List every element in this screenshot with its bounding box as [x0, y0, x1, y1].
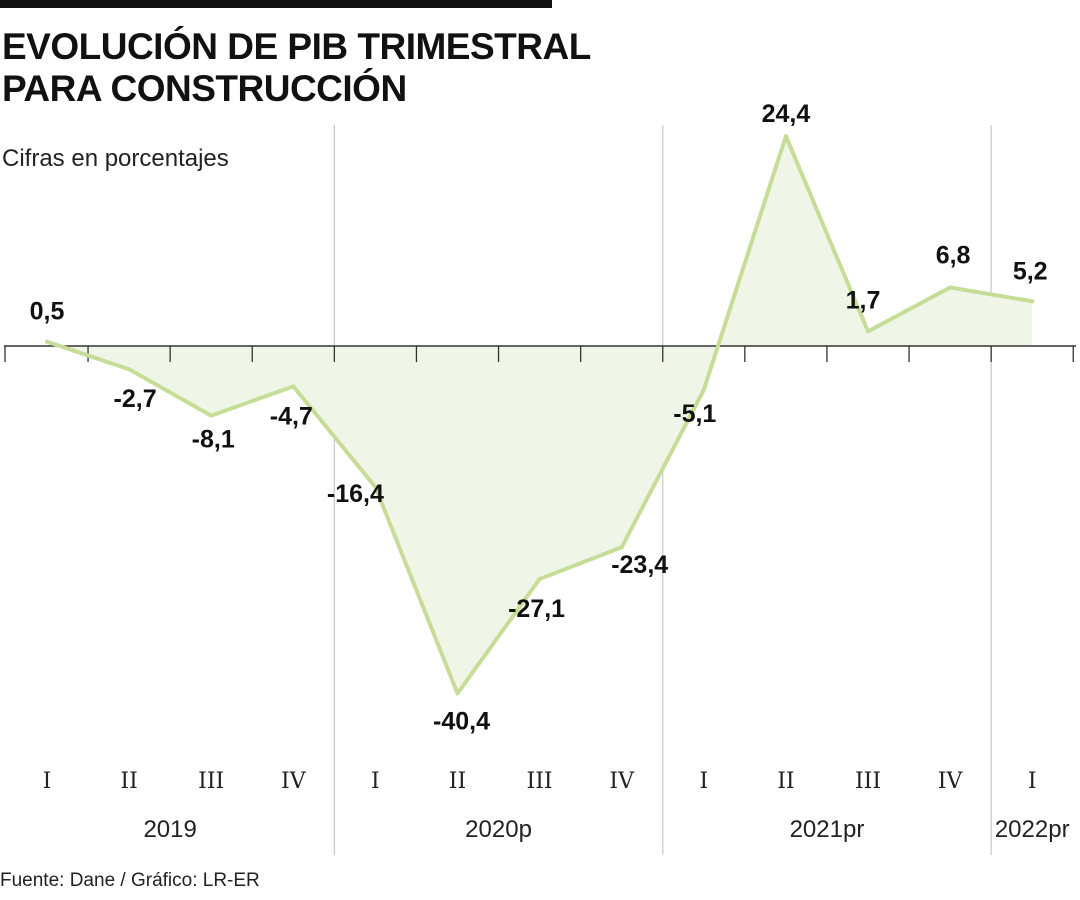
- quarter-label-13: I: [1028, 769, 1037, 794]
- quarter-label-3: III: [198, 769, 224, 794]
- chart-plot-area: 0,5 -2,7 -8,1 -4,7 -16,4 -40,4 -27,1 -23,4 -5,1 2…: [4, 100, 1076, 855]
- data-label-4: -4,7: [270, 402, 313, 430]
- data-label-10: 24,4: [762, 100, 811, 128]
- data-point-7: [537, 577, 542, 582]
- data-label-6: -40,4: [433, 707, 490, 735]
- source-note: Fuente: Dane / Gráfico: LR-ER: [0, 870, 260, 891]
- data-label-12: 6,8: [936, 242, 971, 270]
- quarter-label-10: II: [777, 769, 794, 794]
- year-label-2: 2020p: [465, 816, 532, 843]
- data-point-10: [783, 134, 788, 139]
- data-label-3: -8,1: [192, 426, 235, 454]
- data-label-11: 1,7: [846, 286, 881, 314]
- data-label-9: -5,1: [673, 400, 716, 428]
- year-label-3: 2021pr: [790, 816, 865, 843]
- data-point-8: [619, 545, 624, 550]
- series-area: [47, 136, 1033, 694]
- data-label-5: -16,4: [327, 480, 384, 508]
- data-point-6: [455, 691, 460, 696]
- chart-title: EVOLUCIÓN DE PIB TRIMESTRAL PARA CONSTRU…: [2, 26, 591, 110]
- quarter-label-9: I: [699, 769, 708, 794]
- data-label-13: 5,2: [1013, 257, 1048, 285]
- data-label-1: 0,5: [30, 298, 65, 326]
- quarter-label-5: I: [371, 769, 380, 794]
- quarter-label-8: IV: [609, 769, 635, 794]
- data-point-11: [866, 329, 870, 334]
- quarter-label-1: I: [43, 769, 52, 794]
- quarter-label-11: III: [855, 769, 881, 794]
- data-point-3: [209, 413, 214, 418]
- top-rule: [0, 0, 552, 8]
- data-point-13: [1030, 299, 1035, 304]
- quarter-label-6: II: [449, 769, 466, 794]
- quarter-label-12: IV: [938, 769, 964, 794]
- quarter-label-4: IV: [281, 769, 307, 794]
- year-label-1: 2019: [143, 816, 196, 843]
- data-point-5: [373, 485, 378, 490]
- data-point-12: [948, 285, 953, 290]
- data-label-7: -27,1: [508, 595, 565, 623]
- chart-subtitle: Cifras en porcentajes: [2, 145, 229, 172]
- data-point-1: [45, 339, 49, 344]
- quarter-label-2: II: [120, 769, 137, 794]
- chart-title-line-2: PARA CONSTRUCCIÓN: [2, 68, 407, 109]
- quarter-label-7: III: [527, 769, 553, 794]
- data-label-2: -2,7: [114, 385, 157, 413]
- year-label-4: 2022pr: [995, 816, 1070, 843]
- data-label-8: -23,4: [611, 551, 668, 579]
- data-point-4: [291, 384, 296, 389]
- data-point-2: [127, 367, 132, 372]
- chart-title-line-1: EVOLUCIÓN DE PIB TRIMESTRAL: [2, 26, 591, 67]
- data-point-9: [701, 387, 706, 392]
